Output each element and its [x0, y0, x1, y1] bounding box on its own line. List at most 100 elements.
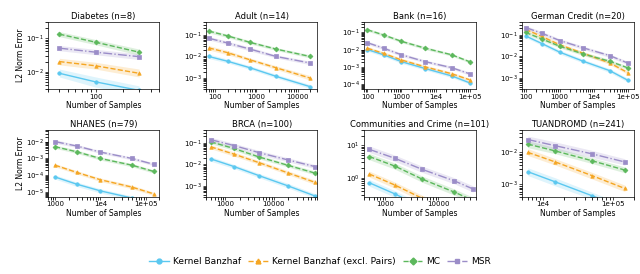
Kernel Banzhaf (excl. Pairs): [255, 161, 263, 164]
Kernel Banzhaf (excl. Pairs): [538, 35, 546, 38]
MSR: [92, 50, 99, 54]
Kernel Banzhaf: [421, 67, 429, 70]
Line: Kernel Banzhaf: Kernel Banzhaf: [53, 175, 156, 207]
MSR: [419, 168, 426, 171]
Kernel Banzhaf: [448, 74, 456, 78]
MSR: [538, 32, 546, 35]
Line: Kernel Banzhaf: Kernel Banzhaf: [365, 48, 471, 85]
MSR: [552, 144, 559, 147]
Line: Kernel Banzhaf: Kernel Banzhaf: [207, 55, 312, 89]
Kernel Banzhaf (excl. Pairs): [284, 171, 292, 175]
Title: Communities and Crime (n=101): Communities and Crime (n=101): [350, 120, 490, 129]
Kernel Banzhaf: [150, 203, 157, 206]
Kernel Banzhaf (excl. Pairs): [273, 66, 280, 69]
Kernel Banzhaf (excl. Pairs): [150, 192, 157, 195]
Line: MC: MC: [58, 32, 141, 54]
Kernel Banzhaf: [51, 175, 59, 179]
Kernel Banzhaf: [451, 220, 458, 223]
Kernel Banzhaf: [524, 170, 532, 173]
Kernel Banzhaf (excl. Pairs): [466, 78, 474, 81]
MSR: [451, 179, 458, 182]
MC: [419, 178, 426, 181]
Line: MSR: MSR: [365, 41, 471, 76]
Line: Kernel Banzhaf (excl. Pairs): Kernel Banzhaf (excl. Pairs): [524, 28, 629, 74]
MSR: [284, 158, 292, 162]
Kernel Banzhaf (excl. Pairs): [419, 197, 426, 200]
MSR: [365, 148, 373, 151]
MSR: [556, 39, 563, 42]
MC: [205, 30, 212, 33]
Legend: Kernel Banzhaf, Kernel Banzhaf (excl. Pairs), MC, MSR: Kernel Banzhaf, Kernel Banzhaf (excl. Pa…: [146, 253, 494, 270]
Line: MC: MC: [209, 140, 316, 175]
Line: Kernel Banzhaf: Kernel Banzhaf: [524, 34, 629, 82]
Kernel Banzhaf: [207, 157, 214, 161]
MSR: [522, 26, 529, 29]
MSR: [397, 53, 405, 56]
Title: TUANDROMD (n=241): TUANDROMD (n=241): [531, 120, 625, 129]
Kernel Banzhaf (excl. Pairs): [135, 72, 143, 75]
MC: [97, 157, 104, 160]
Line: MC: MC: [367, 155, 475, 202]
MSR: [421, 60, 429, 63]
MC: [579, 52, 587, 56]
Kernel Banzhaf (excl. Pairs): [246, 58, 254, 61]
MSR: [73, 144, 81, 148]
MC: [380, 33, 388, 37]
Kernel Banzhaf: [307, 85, 314, 88]
Kernel Banzhaf: [522, 34, 529, 38]
MSR: [466, 72, 474, 75]
MC: [150, 170, 157, 173]
MSR: [469, 187, 477, 191]
Kernel Banzhaf (excl. Pairs): [205, 46, 212, 50]
MC: [246, 41, 254, 44]
Kernel Banzhaf (excl. Pairs): [524, 151, 532, 154]
MC: [397, 40, 405, 43]
Kernel Banzhaf: [380, 53, 388, 56]
Kernel Banzhaf: [224, 60, 232, 63]
Line: Kernel Banzhaf (excl. Pairs): Kernel Banzhaf (excl. Pairs): [365, 47, 471, 81]
MC: [51, 145, 59, 148]
Kernel Banzhaf: [128, 196, 136, 200]
X-axis label: Number of Samples: Number of Samples: [224, 101, 300, 110]
MSR: [391, 156, 399, 160]
Line: Kernel Banzhaf (excl. Pairs): Kernel Banzhaf (excl. Pairs): [526, 151, 627, 190]
Kernel Banzhaf (excl. Pairs): [556, 43, 563, 46]
Kernel Banzhaf (excl. Pairs): [56, 60, 63, 63]
MSR: [51, 140, 59, 143]
Kernel Banzhaf (excl. Pairs): [391, 183, 399, 187]
MC: [56, 33, 63, 36]
Kernel Banzhaf (excl. Pairs): [73, 171, 81, 174]
MSR: [606, 54, 614, 57]
Kernel Banzhaf: [538, 42, 546, 45]
Kernel Banzhaf (excl. Pairs): [380, 52, 388, 55]
Kernel Banzhaf (excl. Pairs): [469, 221, 477, 224]
MSR: [205, 37, 212, 40]
MSR: [311, 165, 319, 168]
Kernel Banzhaf (excl. Pairs): [421, 65, 429, 68]
MSR: [624, 61, 632, 65]
MC: [311, 171, 319, 175]
Kernel Banzhaf (excl. Pairs): [552, 160, 559, 164]
Kernel Banzhaf (excl. Pairs): [224, 51, 232, 54]
Kernel Banzhaf: [606, 69, 614, 72]
Kernel Banzhaf: [135, 89, 143, 92]
MSR: [524, 138, 532, 141]
MSR: [135, 55, 143, 58]
Title: Diabetes (n=8): Diabetes (n=8): [72, 12, 136, 21]
Kernel Banzhaf: [588, 194, 596, 197]
Line: MSR: MSR: [209, 138, 316, 168]
MC: [552, 149, 559, 153]
MC: [364, 28, 371, 32]
Line: MSR: MSR: [53, 140, 156, 166]
Kernel Banzhaf: [469, 230, 477, 233]
Line: MC: MC: [365, 28, 471, 63]
Title: Adult (n=14): Adult (n=14): [235, 12, 289, 21]
Line: Kernel Banzhaf (excl. Pairs): Kernel Banzhaf (excl. Pairs): [53, 164, 156, 196]
Kernel Banzhaf (excl. Pairs): [621, 187, 628, 190]
MC: [556, 45, 563, 48]
MC: [524, 142, 532, 146]
Kernel Banzhaf: [397, 60, 405, 63]
Title: BRCA (n=100): BRCA (n=100): [232, 120, 292, 129]
MSR: [579, 46, 587, 50]
Kernel Banzhaf (excl. Pairs): [307, 76, 314, 80]
